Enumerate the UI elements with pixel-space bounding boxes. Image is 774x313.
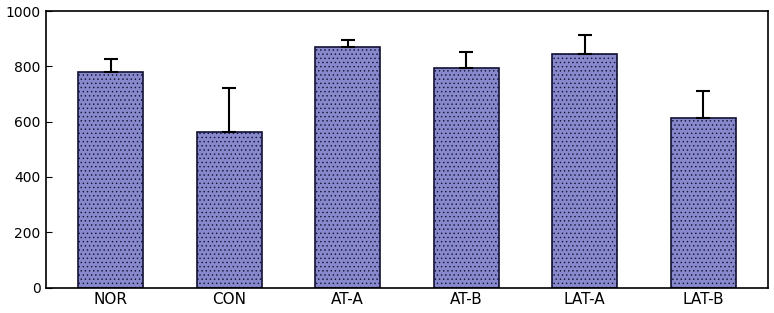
Bar bbox=[315, 47, 380, 288]
Bar bbox=[433, 68, 498, 288]
Bar bbox=[78, 72, 143, 288]
Bar bbox=[552, 54, 618, 288]
Bar bbox=[671, 118, 736, 288]
Bar bbox=[197, 132, 262, 288]
